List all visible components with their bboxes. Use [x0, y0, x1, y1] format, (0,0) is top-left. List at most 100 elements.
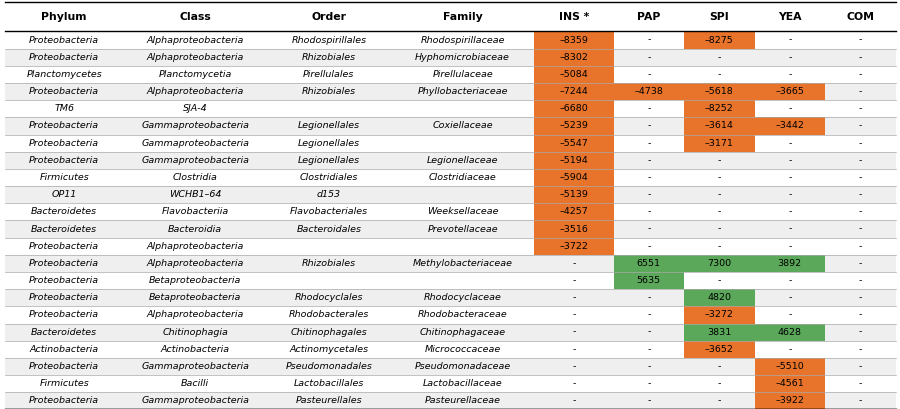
Text: Legionellales: Legionellales	[298, 121, 360, 130]
Bar	[266, 31, 392, 49]
Bar	[825, 220, 896, 238]
Text: -: -	[717, 225, 721, 234]
Bar	[825, 341, 896, 358]
Bar	[754, 341, 825, 358]
Bar	[266, 238, 392, 255]
Bar	[266, 49, 392, 66]
Text: Rhizobiales: Rhizobiales	[302, 87, 356, 96]
Bar	[4, 117, 124, 135]
Text: –8359: –8359	[560, 36, 589, 45]
Bar	[534, 31, 614, 49]
Bar	[754, 169, 825, 186]
Text: -: -	[859, 87, 862, 96]
Bar	[614, 203, 684, 220]
Text: -: -	[859, 276, 862, 285]
Text: Proteobacteria: Proteobacteria	[29, 87, 99, 96]
Text: -: -	[572, 345, 575, 354]
Text: Weeksellaceae: Weeksellaceae	[427, 207, 499, 216]
Bar	[124, 324, 266, 341]
Bar	[4, 100, 124, 117]
Bar	[124, 220, 266, 238]
Bar	[754, 203, 825, 220]
Text: -: -	[717, 207, 721, 216]
Bar	[4, 169, 124, 186]
Text: Planctomycetes: Planctomycetes	[26, 70, 102, 79]
Bar	[534, 220, 614, 238]
Text: -: -	[859, 139, 862, 148]
Bar	[825, 83, 896, 100]
Text: SPI: SPI	[709, 12, 729, 22]
Text: Bacteroidetes: Bacteroidetes	[32, 207, 97, 216]
Text: 4820: 4820	[707, 293, 732, 302]
Bar	[534, 289, 614, 306]
Bar	[614, 135, 684, 152]
Bar	[614, 289, 684, 306]
Bar	[4, 203, 124, 220]
Bar	[754, 83, 825, 100]
Bar	[392, 169, 534, 186]
Bar	[825, 186, 896, 203]
Bar	[392, 117, 534, 135]
Text: Proteobacteria: Proteobacteria	[29, 259, 99, 268]
Bar	[266, 100, 392, 117]
Text: -: -	[788, 104, 791, 113]
Text: –5510: –5510	[776, 362, 804, 371]
Bar	[534, 238, 614, 255]
Text: -: -	[717, 276, 721, 285]
Bar	[754, 255, 825, 272]
Bar	[392, 375, 534, 392]
Text: Proteobacteria: Proteobacteria	[29, 139, 99, 148]
Text: OP11: OP11	[51, 190, 76, 199]
Text: -: -	[572, 396, 575, 405]
Text: -: -	[859, 379, 862, 388]
Text: Prevotellaceae: Prevotellaceae	[428, 225, 498, 234]
Text: Proteobacteria: Proteobacteria	[29, 362, 99, 371]
Bar	[124, 66, 266, 83]
Text: Proteobacteria: Proteobacteria	[29, 121, 99, 130]
Bar	[825, 152, 896, 169]
Text: Pseudomonadales: Pseudomonadales	[285, 362, 373, 371]
Text: Proteobacteria: Proteobacteria	[29, 310, 99, 319]
Text: -: -	[859, 328, 862, 337]
Text: -: -	[572, 259, 575, 268]
Text: Alphaproteobacteria: Alphaproteobacteria	[147, 310, 244, 319]
Text: -: -	[647, 242, 651, 251]
Text: YEA: YEA	[778, 12, 802, 22]
Bar	[392, 31, 534, 49]
Bar	[754, 324, 825, 341]
Bar	[754, 135, 825, 152]
Bar	[534, 341, 614, 358]
Bar	[614, 341, 684, 358]
Bar	[825, 272, 896, 289]
Bar	[534, 272, 614, 289]
Bar	[684, 324, 754, 341]
Bar	[684, 152, 754, 169]
Bar	[266, 135, 392, 152]
Text: –5194: –5194	[560, 156, 589, 165]
Bar	[124, 392, 266, 409]
Text: -: -	[717, 156, 721, 165]
Bar	[392, 289, 534, 306]
Bar	[266, 272, 392, 289]
Text: -: -	[647, 121, 651, 130]
Bar	[392, 135, 534, 152]
Text: Proteobacteria: Proteobacteria	[29, 276, 99, 285]
Text: -: -	[717, 53, 721, 62]
Text: Gammaproteobacteria: Gammaproteobacteria	[141, 156, 249, 165]
Text: –3171: –3171	[705, 139, 734, 148]
Bar	[534, 135, 614, 152]
Bar	[124, 169, 266, 186]
Text: -: -	[647, 104, 651, 113]
Text: -: -	[859, 293, 862, 302]
Bar	[614, 255, 684, 272]
Bar	[614, 169, 684, 186]
Bar	[754, 238, 825, 255]
Bar	[534, 255, 614, 272]
Text: 4628: 4628	[778, 328, 802, 337]
Text: Clostridiaceae: Clostridiaceae	[428, 173, 497, 182]
Bar	[754, 220, 825, 238]
Bar	[124, 358, 266, 375]
Text: Firmicutes: Firmicutes	[40, 379, 89, 388]
Text: –5904: –5904	[560, 173, 589, 182]
Bar	[4, 220, 124, 238]
